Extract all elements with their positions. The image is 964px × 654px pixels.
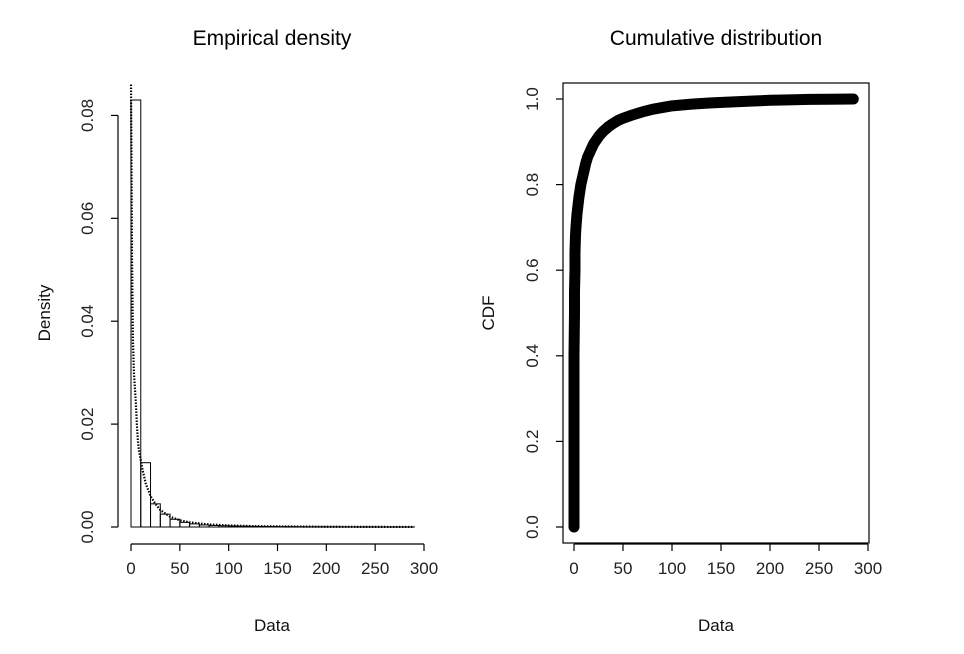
cdf-xlabel: Data [698, 616, 734, 635]
density-ylabel: Density [35, 284, 54, 341]
cdf-point [637, 106, 648, 117]
density-x-tick-label: 150 [263, 559, 291, 578]
cdf-point [657, 102, 668, 113]
cdf-y-tick-label: 0.4 [523, 344, 542, 368]
cdf-point [569, 286, 580, 297]
cdf-point [569, 436, 579, 447]
density-y-tick-label: 0.02 [78, 408, 97, 441]
histogram-bar [130, 99, 142, 528]
density-x-tick-label: 100 [214, 559, 242, 578]
density-x-tick-label: 0 [126, 559, 135, 578]
density-curve [129, 84, 415, 529]
cdf-point [745, 96, 756, 107]
density-xlabel: Data [254, 616, 290, 635]
density-line [129, 84, 415, 529]
cdf-point [765, 95, 775, 106]
density-x-tick-label: 250 [361, 559, 389, 578]
density-panel: Empirical density Data Density 0 50 100 150… [35, 27, 438, 635]
cdf-x-tick-label: 150 [707, 559, 735, 578]
cdf-point [686, 99, 697, 110]
cdf-point [804, 94, 815, 105]
cdf-axes: 0 50 100 150 200 250 300 0.0 0.2 0.4 0.6 0.8 1.0 [523, 87, 882, 578]
cdf-point [569, 393, 579, 404]
cdf-point [569, 248, 580, 259]
cdf-title: Cumulative distribution [610, 27, 822, 50]
cdf-y-tick-label: 0.0 [523, 515, 542, 539]
cdf-y-tick-label: 0.2 [523, 430, 542, 454]
cdf-point [572, 201, 583, 211]
histogram-bar [179, 521, 191, 528]
density-x-tick-label: 50 [170, 559, 189, 578]
cdf-point [569, 350, 579, 361]
histogram-bar [257, 525, 269, 528]
cdf-point [706, 97, 717, 108]
density-x-tick-label: 300 [410, 559, 438, 578]
cdf-point [647, 104, 658, 115]
cdf-point [578, 166, 589, 177]
cdf-point [823, 94, 834, 105]
cdf-point [569, 479, 579, 490]
histogram-bars [130, 99, 415, 528]
cdf-point [576, 175, 587, 186]
density-y-tick-label: 0.04 [78, 305, 97, 338]
density-x-tick-label: 200 [312, 559, 340, 578]
density-y-tick-label: 0.06 [78, 202, 97, 235]
cdf-point [725, 96, 736, 107]
cdf-point [570, 222, 581, 233]
histogram-bar [159, 513, 171, 528]
cdf-point [784, 94, 795, 105]
cdf-point [569, 522, 579, 532]
cdf-y-tick-label: 0.6 [523, 258, 542, 282]
cdf-x-tick-label: 0 [569, 559, 578, 578]
cdf-point [571, 209, 582, 220]
cdf-point [667, 100, 677, 111]
histogram-bar [189, 523, 200, 528]
density-y-tick-label: 0.08 [78, 99, 97, 132]
cdf-x-tick-label: 300 [854, 559, 882, 578]
cdf-ylabel: CDF [479, 296, 498, 331]
cdf-x-tick-label: 50 [614, 559, 633, 578]
cdf-panel: Cumulative distribution Data CDF 0 50 100 1… [479, 27, 882, 635]
cdf-curve [568, 93, 859, 533]
cdf-plot-box [562, 82, 870, 544]
histogram-bar [218, 525, 230, 528]
cdf-point [627, 109, 638, 120]
cdf-points [568, 93, 859, 533]
cdf-x-tick-label: 100 [658, 559, 686, 578]
cdf-y-tick-label: 1.0 [523, 87, 542, 111]
cdf-x-tick-label: 250 [805, 559, 833, 578]
cdf-point [569, 308, 580, 318]
density-y-tick-label: 0.00 [78, 510, 97, 543]
cdf-point [618, 113, 628, 124]
cdf-y-tick-label: 0.8 [523, 173, 542, 197]
cdf-point [848, 94, 859, 104]
density-title: Empirical density [193, 27, 352, 50]
cdf-x-tick-label: 200 [756, 559, 784, 578]
cdf-point [569, 265, 580, 276]
density-axes: 0 50 100 150 200 250 300 0.00 0.02 0.04 0.06 0.08 [78, 99, 438, 578]
cdf-point [570, 230, 581, 241]
